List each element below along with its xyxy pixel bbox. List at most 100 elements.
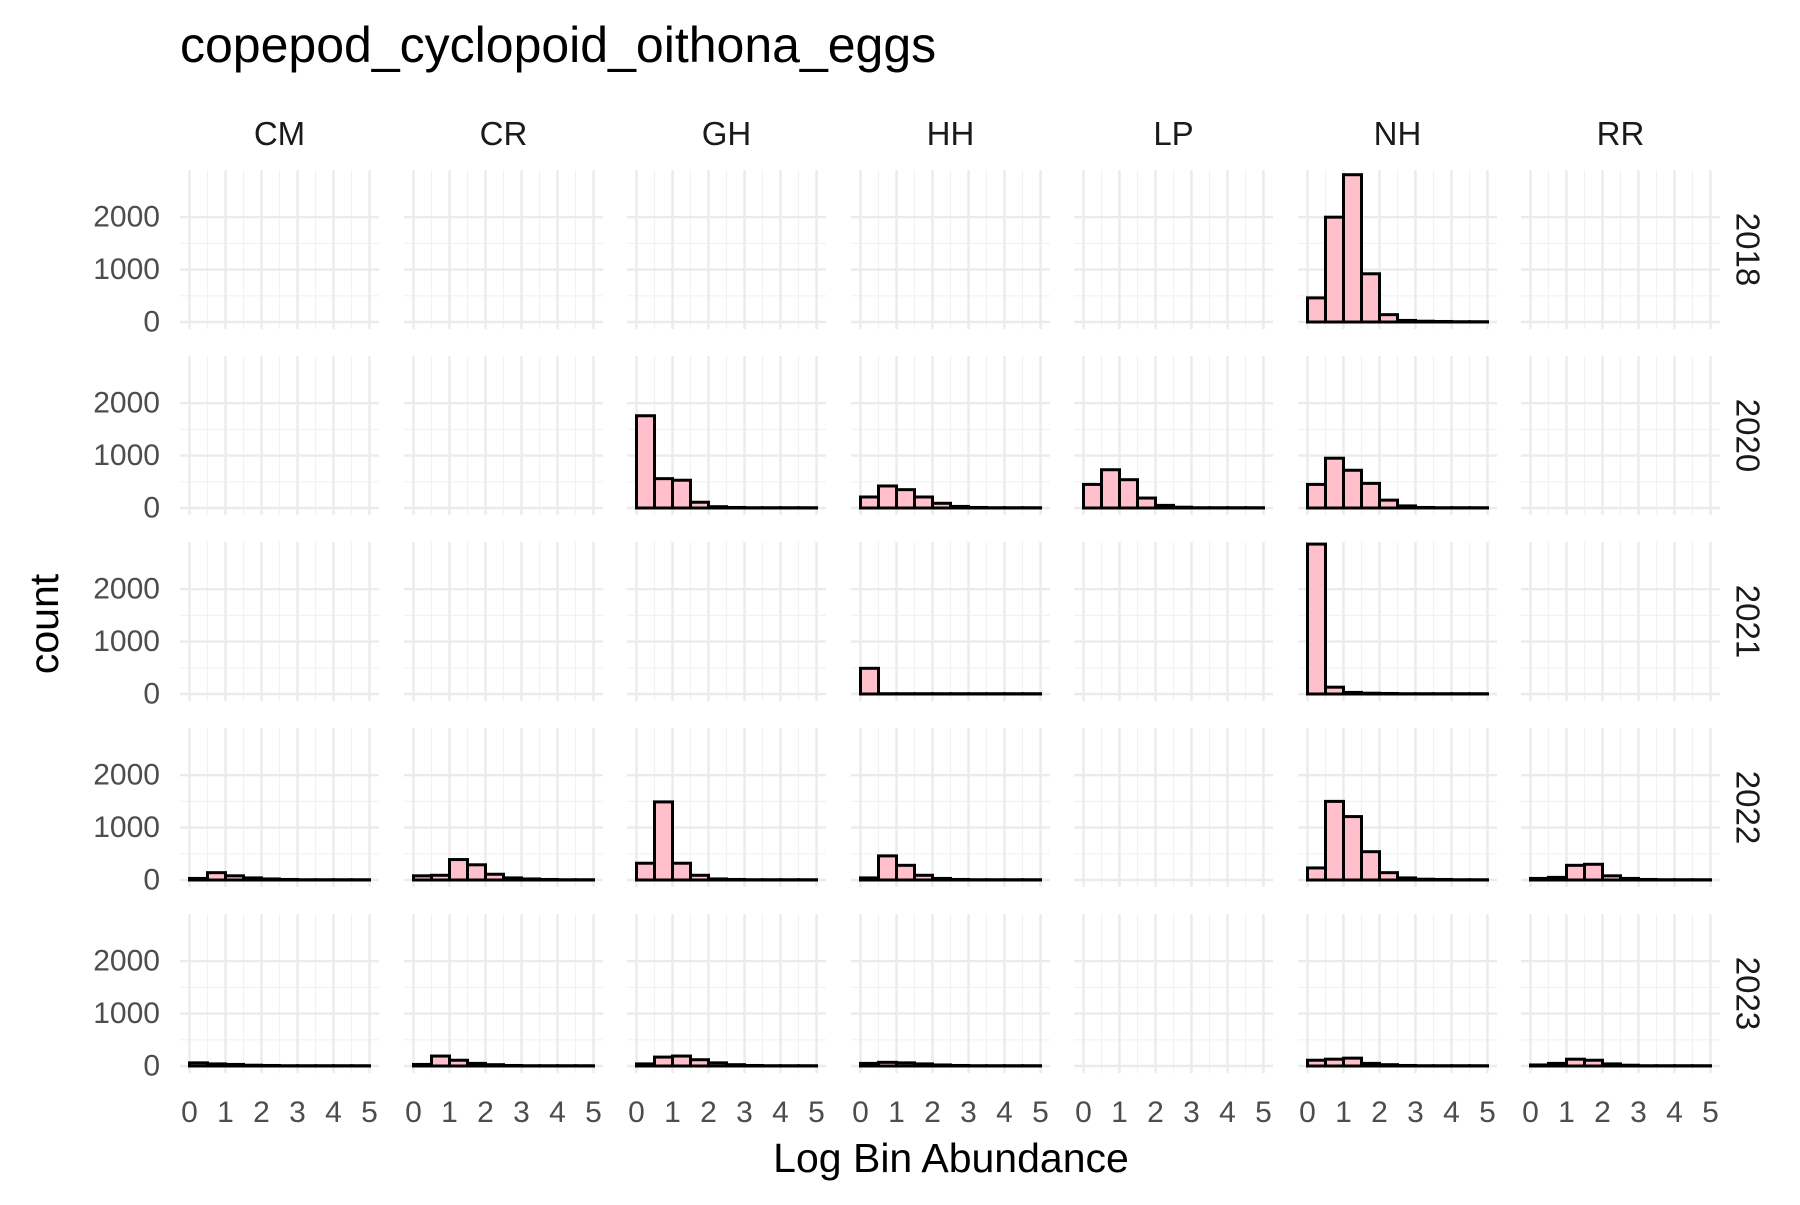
histogram-bar bbox=[1308, 544, 1326, 694]
histogram-bar bbox=[190, 1063, 208, 1066]
y-axis-title: count bbox=[21, 573, 67, 674]
histogram-bar bbox=[1344, 817, 1362, 880]
facet-panel-cr-2022 bbox=[404, 728, 603, 887]
facet-panel-cr-2018 bbox=[404, 170, 603, 329]
x-tick-label: 2 bbox=[253, 1096, 270, 1129]
histogram-bar bbox=[1362, 1063, 1380, 1066]
histogram-bar bbox=[1308, 1060, 1326, 1066]
x-tick-label: 5 bbox=[361, 1096, 378, 1129]
strip-label-2018: 2018 bbox=[1730, 213, 1767, 286]
histogram-bar bbox=[468, 865, 486, 880]
histogram-bar bbox=[1344, 1058, 1362, 1066]
histogram-bar bbox=[727, 507, 745, 508]
histogram-bar bbox=[1416, 879, 1434, 880]
x-tick-label: 1 bbox=[888, 1096, 905, 1129]
facet-panel-cr-2023 bbox=[404, 914, 603, 1073]
x-tick-label: 2 bbox=[1594, 1096, 1611, 1129]
histogram-bar bbox=[244, 878, 262, 880]
strip-label-2020: 2020 bbox=[1730, 399, 1767, 472]
histogram-bar bbox=[745, 1065, 763, 1066]
facet-panel-hh-2021 bbox=[851, 542, 1050, 701]
histogram-bar bbox=[1434, 321, 1452, 322]
y-tick-label: 2000 bbox=[93, 387, 160, 420]
histogram-bar bbox=[190, 878, 208, 880]
chart-title: copepod_cyclopoid_oithona_eggs bbox=[180, 17, 936, 73]
histogram-bar bbox=[244, 1065, 262, 1066]
x-tick-label: 2 bbox=[477, 1096, 494, 1129]
histogram-bar bbox=[1084, 484, 1102, 508]
facet-panel-gh-2020 bbox=[627, 356, 826, 515]
histogram-bar bbox=[673, 863, 691, 880]
x-tick-label: 1 bbox=[1111, 1096, 1128, 1129]
histogram-bar bbox=[1362, 852, 1380, 880]
facet-panel-hh-2023 bbox=[851, 914, 1050, 1073]
y-tick-label: 2000 bbox=[93, 759, 160, 792]
histogram-bar bbox=[486, 1065, 504, 1066]
x-tick-label: 4 bbox=[772, 1096, 789, 1129]
histogram-bar bbox=[1380, 873, 1398, 880]
histogram-bar bbox=[879, 486, 897, 508]
histogram-bar bbox=[504, 1065, 522, 1066]
strip-label-2022: 2022 bbox=[1730, 771, 1767, 844]
histogram-bar bbox=[540, 879, 558, 880]
histogram-bar bbox=[637, 416, 655, 508]
strip-label-cm: CM bbox=[254, 115, 305, 152]
facet-panel-rr-2018 bbox=[1521, 170, 1720, 329]
x-tick-label: 0 bbox=[181, 1096, 198, 1129]
histogram-bar bbox=[1362, 274, 1380, 322]
histogram-bar bbox=[486, 874, 504, 880]
x-tick-label: 4 bbox=[325, 1096, 342, 1129]
x-tick-label: 5 bbox=[1032, 1096, 1049, 1129]
histogram-bar bbox=[226, 876, 244, 880]
x-tick-label: 4 bbox=[1666, 1096, 1683, 1129]
facet-panel-cm-2021 bbox=[180, 542, 379, 701]
histogram-bar bbox=[1621, 1065, 1639, 1066]
histogram-bar bbox=[709, 1063, 727, 1066]
facet-panel-cr-2021 bbox=[404, 542, 603, 701]
y-tick-label: 1000 bbox=[93, 811, 160, 844]
histogram-bar bbox=[432, 875, 450, 880]
facet-panel-cm-2018 bbox=[180, 170, 379, 329]
histogram-bar bbox=[1174, 507, 1192, 508]
histogram-bar bbox=[1621, 878, 1639, 880]
x-tick-label: 2 bbox=[1371, 1096, 1388, 1129]
x-tick-label: 5 bbox=[585, 1096, 602, 1129]
histogram-bar bbox=[450, 860, 468, 880]
histogram-bar bbox=[915, 1064, 933, 1066]
histogram-bar bbox=[1308, 298, 1326, 322]
x-tick-label: 2 bbox=[700, 1096, 717, 1129]
histogram-bar bbox=[1398, 1065, 1416, 1066]
histogram-bar bbox=[1398, 320, 1416, 322]
histogram-bar bbox=[915, 497, 933, 508]
facet-panel-cr-2020 bbox=[404, 356, 603, 515]
histogram-bar bbox=[208, 873, 226, 880]
facet-panel-cm-2020 bbox=[180, 356, 379, 515]
x-tick-label: 0 bbox=[405, 1096, 422, 1129]
x-tick-label: 4 bbox=[1443, 1096, 1460, 1129]
histogram-bar bbox=[1434, 879, 1452, 880]
histogram-bar bbox=[897, 490, 915, 508]
histogram-bar bbox=[655, 479, 673, 508]
histogram-bar bbox=[1531, 878, 1549, 880]
histogram-bar bbox=[861, 497, 879, 508]
facet-panel-nh-2022 bbox=[1298, 728, 1497, 887]
histogram-bar bbox=[1567, 1059, 1585, 1066]
x-tick-label: 3 bbox=[960, 1096, 977, 1129]
facet-panel-nh-2021 bbox=[1298, 542, 1497, 701]
histogram-bar bbox=[1308, 484, 1326, 508]
facet-panel-hh-2022 bbox=[851, 728, 1050, 887]
facet-panel-nh-2018 bbox=[1298, 170, 1497, 329]
histogram-bar bbox=[1603, 876, 1621, 880]
facet-panel-rr-2021 bbox=[1521, 542, 1720, 701]
histogram-bar bbox=[655, 802, 673, 880]
histogram-bar bbox=[414, 876, 432, 880]
histogram-bar bbox=[897, 1063, 915, 1066]
histogram-bar bbox=[861, 668, 879, 694]
y-tick-label: 0 bbox=[143, 678, 160, 711]
strip-label-rr: RR bbox=[1597, 115, 1645, 152]
histogram-bar bbox=[951, 879, 969, 880]
histogram-bar bbox=[951, 506, 969, 508]
x-tick-label: 1 bbox=[664, 1096, 681, 1129]
